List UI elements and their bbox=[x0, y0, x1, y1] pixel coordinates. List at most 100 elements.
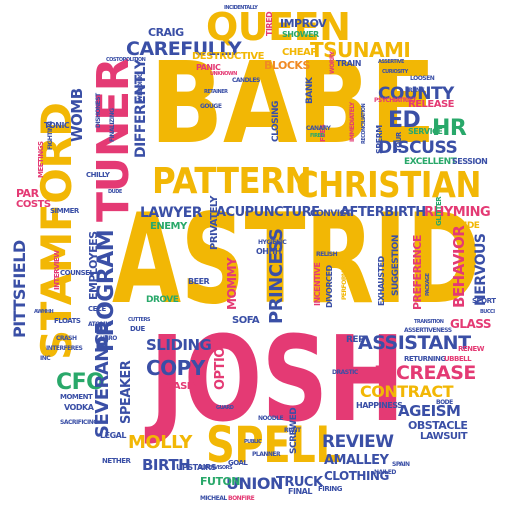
word-upstairs: UPSTAIRS bbox=[176, 463, 217, 472]
word-returning: RETURNING bbox=[404, 355, 446, 363]
word-interferes: INTERFERES bbox=[46, 345, 83, 352]
word-tour: TOUR bbox=[395, 132, 403, 152]
word-incentive: INCENTIVE bbox=[313, 262, 322, 306]
word-rent: RENT bbox=[408, 87, 424, 94]
word-performance: PERFORMANCE bbox=[341, 254, 348, 300]
word-glass: GLASS bbox=[450, 317, 492, 331]
word-privately: PRIVATELY bbox=[209, 196, 220, 250]
word-preference: PREFERENCE bbox=[411, 235, 424, 310]
word-hygienic: HYGIENIC bbox=[258, 239, 287, 246]
word-spell: SPELL bbox=[206, 416, 341, 474]
word-simmer: SIMMER bbox=[50, 207, 79, 215]
word-josh: JOSH bbox=[150, 310, 405, 448]
word-firing: FIRING bbox=[318, 485, 343, 493]
word-worry: WORRY bbox=[329, 51, 336, 74]
word-costs: COSTS bbox=[16, 199, 51, 210]
word-nailed: NAILED bbox=[374, 469, 396, 476]
word-beside: BESIDE bbox=[446, 221, 480, 231]
word-panic: PANIC bbox=[196, 63, 221, 72]
word-tonic: TONIC bbox=[44, 121, 70, 130]
word-behavior: BEHAVIOR bbox=[450, 225, 468, 308]
word-pittsfield: PITTSFIELD bbox=[10, 240, 29, 338]
word-wedding: WEDDING bbox=[137, 72, 144, 102]
word-counsel: COUNSEL bbox=[60, 269, 94, 277]
word-final: FINAL bbox=[288, 487, 312, 496]
word-session: SESSION bbox=[452, 157, 488, 166]
word-crash: CRASH bbox=[56, 335, 77, 342]
word-afterbirth: AFTERBIRTH bbox=[340, 205, 426, 220]
word-rep: REP bbox=[346, 335, 365, 345]
word-clothing: CLOTHING bbox=[324, 469, 389, 483]
word-fighting: FIGHTING bbox=[47, 121, 54, 150]
word-drove: DROVE bbox=[146, 295, 179, 305]
word-improv: IMPROV bbox=[280, 17, 327, 30]
word-moment: MOMENT bbox=[60, 393, 93, 401]
word-drastic: DRASTIC bbox=[332, 369, 358, 376]
word-sport: SPORT bbox=[472, 297, 496, 305]
word-glitter: GLITTER bbox=[435, 196, 443, 226]
word-bucci: BUCCI bbox=[480, 309, 495, 315]
word-exhausted: EXHAUSTED bbox=[377, 256, 386, 306]
word-tsunami: TSUNAMI bbox=[310, 38, 411, 62]
word-discuss: DISCUSS bbox=[378, 138, 458, 158]
word-curiosity: CURIOSITY bbox=[382, 69, 408, 75]
word-dude: DUDE bbox=[108, 189, 122, 195]
word-shower: SHOWER bbox=[282, 30, 319, 39]
word-interview: INTERVIEW bbox=[53, 250, 61, 290]
word-contract: CONTRACT bbox=[360, 382, 454, 401]
word-truck: TRUCK bbox=[276, 475, 323, 490]
word-chilly: CHILLY bbox=[86, 171, 110, 179]
word-psychiatrist: PSYCHIATRIST bbox=[374, 97, 417, 104]
word-train: TRAIN bbox=[336, 59, 361, 68]
word-obstacle: OBSTACLE bbox=[408, 419, 468, 432]
word-lawsuit: LAWSUIT bbox=[420, 431, 468, 442]
word-increase: INCREASE bbox=[374, 362, 476, 384]
word-cheap: CHEAP bbox=[282, 47, 318, 58]
word-hr: HR bbox=[432, 116, 467, 141]
word-legal: LEGAL bbox=[100, 431, 126, 440]
word-costopolition: COSTOPOLITION bbox=[106, 57, 146, 63]
word-bank: BANK bbox=[305, 77, 315, 104]
word-awhhh: AWHHH bbox=[34, 309, 54, 315]
word-futon: FUTON bbox=[200, 475, 241, 488]
word-public: PUBLIC bbox=[244, 439, 262, 445]
word-due: DUE bbox=[130, 325, 145, 333]
word-speaker: SPEAKER bbox=[119, 360, 134, 424]
word-assistant: ASSISTANT bbox=[358, 332, 471, 354]
word-babe: BABE bbox=[150, 39, 436, 169]
word-canary: CANARY bbox=[306, 125, 331, 132]
word-finalizing: FINALIZING bbox=[109, 108, 116, 142]
word-nether: NETHER bbox=[102, 457, 131, 465]
word-christian: CHRISTIAN bbox=[296, 165, 481, 206]
word-hero: HERO bbox=[100, 335, 117, 342]
word-spain: SPAIN bbox=[392, 461, 410, 468]
word-destructive: DESTRUCTIVE bbox=[192, 51, 264, 62]
word-birth: BIRTH bbox=[142, 456, 191, 474]
word-copy: COPY bbox=[146, 356, 205, 380]
word-ubbell: UBBELL bbox=[444, 355, 472, 363]
word-gouge: GOUGE bbox=[200, 103, 222, 110]
word-runt: RUNT bbox=[284, 427, 301, 434]
word-nervous: NERVOUS bbox=[473, 233, 489, 306]
word-par: PAR bbox=[16, 187, 39, 200]
word-ed: ED bbox=[388, 108, 421, 133]
word-craig: CRAIG bbox=[148, 26, 184, 39]
word-enemy: ENEMY bbox=[150, 221, 187, 232]
word-relish: RELISH bbox=[316, 251, 338, 258]
word-service: SERVICE bbox=[408, 127, 443, 136]
word-sofa: SOFA bbox=[232, 315, 260, 326]
word-bonfire: BONFIRE bbox=[228, 495, 255, 502]
word-carefully: CAREFULLY bbox=[126, 38, 242, 60]
word-cece: CECE bbox=[88, 305, 106, 313]
word-amalley: AMALLEY bbox=[324, 453, 389, 468]
word-reconciliation: RECONCILIATION bbox=[361, 103, 367, 144]
word-excellent: EXCELLENT bbox=[404, 157, 457, 167]
word-ageism: AGEISM bbox=[398, 402, 461, 420]
word-assertiveness: ASSERTIVENESS bbox=[404, 327, 452, 334]
word-closing: CLOSING bbox=[271, 101, 281, 142]
word-sliding: SLIDING bbox=[146, 336, 212, 354]
word-renew: RENEW bbox=[458, 345, 485, 353]
word-divorced: DIVORCED bbox=[325, 265, 334, 308]
word-bode: BODE bbox=[436, 399, 453, 406]
word-floats: FLOATS bbox=[54, 317, 81, 325]
